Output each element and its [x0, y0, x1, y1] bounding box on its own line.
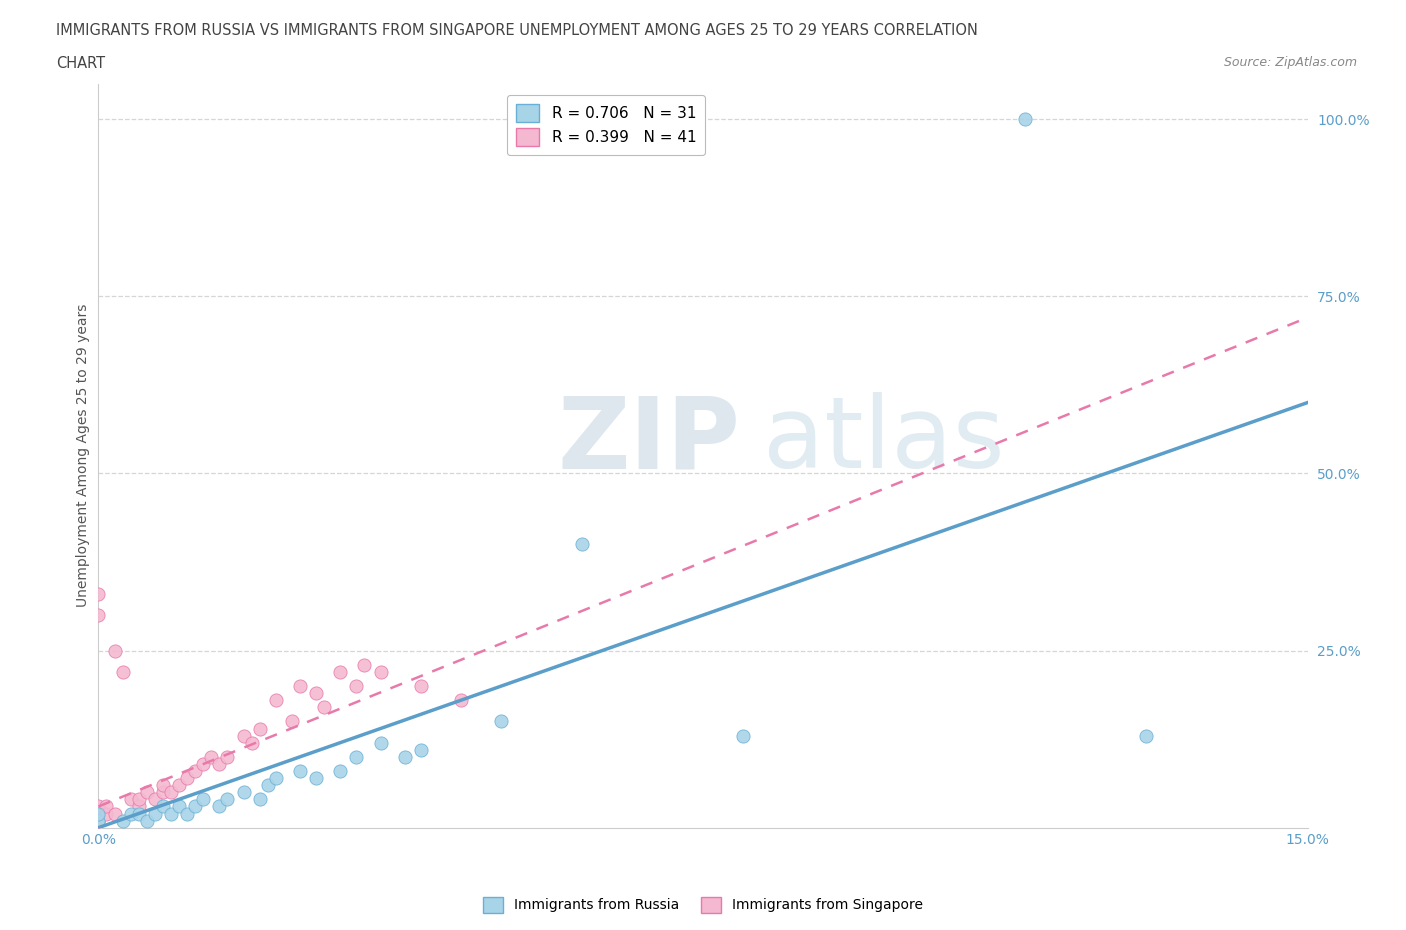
Point — [571, 537, 593, 551]
Text: CHART: CHART — [56, 56, 105, 71]
Point — [370, 736, 392, 751]
Point — [208, 799, 231, 814]
Point — [217, 750, 239, 764]
Point — [281, 714, 304, 729]
Point — [450, 693, 472, 708]
Point — [344, 750, 367, 764]
Point — [152, 777, 174, 792]
Point — [193, 756, 215, 771]
Point — [733, 728, 755, 743]
Point — [87, 813, 110, 828]
Point — [200, 750, 222, 764]
Point — [184, 799, 207, 814]
Point — [120, 792, 142, 807]
Point — [329, 764, 352, 778]
Point — [232, 728, 254, 743]
Point — [305, 771, 328, 786]
Point — [87, 813, 110, 828]
Point — [111, 664, 134, 679]
Point — [96, 806, 118, 821]
Point — [96, 799, 118, 814]
Point — [103, 644, 125, 658]
Point — [353, 658, 375, 672]
Point — [143, 792, 166, 807]
Point — [87, 799, 110, 814]
Point — [87, 806, 110, 821]
Point — [176, 771, 198, 786]
Point — [240, 736, 263, 751]
Text: Source: ZipAtlas.com: Source: ZipAtlas.com — [1223, 56, 1357, 69]
Point — [394, 750, 416, 764]
Text: ZIP: ZIP — [558, 392, 741, 489]
Point — [1135, 728, 1157, 743]
Point — [249, 792, 271, 807]
Point — [128, 792, 150, 807]
Point — [288, 764, 311, 778]
Point — [176, 806, 198, 821]
Point — [208, 756, 231, 771]
Point — [160, 785, 183, 800]
Point — [264, 771, 287, 786]
Point — [409, 742, 432, 757]
Legend: R = 0.706   N = 31, R = 0.399   N = 41: R = 0.706 N = 31, R = 0.399 N = 41 — [508, 95, 706, 154]
Point — [160, 806, 183, 821]
Point — [87, 806, 110, 821]
Point — [152, 785, 174, 800]
Point — [167, 777, 190, 792]
Point — [152, 799, 174, 814]
Point — [1014, 112, 1036, 126]
Point — [87, 607, 110, 622]
Point — [87, 587, 110, 602]
Point — [288, 679, 311, 694]
Point — [344, 679, 367, 694]
Point — [184, 764, 207, 778]
Y-axis label: Unemployment Among Ages 25 to 29 years: Unemployment Among Ages 25 to 29 years — [76, 304, 90, 607]
Point — [409, 679, 432, 694]
Point — [264, 693, 287, 708]
Legend: Immigrants from Russia, Immigrants from Singapore: Immigrants from Russia, Immigrants from … — [477, 891, 929, 919]
Point — [135, 785, 157, 800]
Point — [193, 792, 215, 807]
Point — [128, 799, 150, 814]
Point — [305, 685, 328, 700]
Point — [143, 806, 166, 821]
Point — [370, 664, 392, 679]
Point — [167, 799, 190, 814]
Point — [103, 806, 125, 821]
Point — [217, 792, 239, 807]
Point — [232, 785, 254, 800]
Point — [128, 806, 150, 821]
Point — [314, 699, 336, 714]
Point — [87, 813, 110, 828]
Point — [120, 806, 142, 821]
Point — [249, 721, 271, 736]
Point — [491, 714, 513, 729]
Text: atlas: atlas — [763, 392, 1005, 489]
Point — [135, 813, 157, 828]
Point — [329, 664, 352, 679]
Text: IMMIGRANTS FROM RUSSIA VS IMMIGRANTS FROM SINGAPORE UNEMPLOYMENT AMONG AGES 25 T: IMMIGRANTS FROM RUSSIA VS IMMIGRANTS FRO… — [56, 23, 979, 38]
Point — [256, 777, 278, 792]
Point — [111, 813, 134, 828]
Point — [87, 806, 110, 821]
